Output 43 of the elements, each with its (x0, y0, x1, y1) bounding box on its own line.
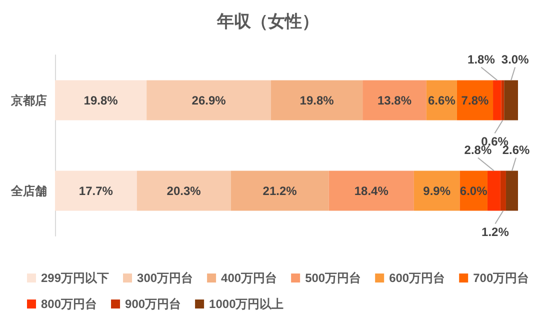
bar (328, 170, 414, 211)
chart-title: 年収（女性） (216, 12, 319, 31)
bar (487, 170, 500, 211)
legend-label: 500万円台 (305, 271, 362, 285)
bar (506, 170, 518, 211)
bar (493, 80, 502, 120)
bar (136, 170, 231, 211)
data-label: 19.8% (300, 93, 334, 108)
data-label: 1.2% (482, 224, 510, 239)
data-label: 18.4% (354, 184, 389, 198)
data-label: 9.9% (423, 184, 451, 198)
bar (55, 80, 147, 120)
bar (501, 80, 504, 120)
data-label: 13.8% (377, 93, 412, 108)
data-label: 17.7% (78, 184, 114, 198)
bar (500, 170, 506, 211)
bar (55, 170, 137, 211)
bar (504, 80, 518, 120)
data-label: 20.3% (166, 184, 202, 198)
bar (230, 170, 329, 211)
bar (362, 80, 426, 120)
legend-label: 299万円以下 (41, 271, 110, 285)
legend-label: 300万円台 (137, 271, 194, 285)
bar (271, 80, 363, 120)
data-label: 3.0% (501, 52, 530, 66)
legend-label: 600万円台 (389, 271, 446, 285)
bar (456, 80, 494, 120)
y-tick-label: 全店舗 (10, 184, 47, 198)
legend-label: 800万円台 (41, 297, 98, 311)
legend-label: 1000万円以上 (209, 297, 284, 311)
data-label: 1.8% (468, 52, 496, 66)
data-label: 26.9% (192, 93, 226, 108)
legend-label: 900万円台 (125, 297, 182, 311)
bar (146, 80, 272, 120)
data-label: 19.8% (84, 93, 118, 108)
y-tick-label: 京都店 (10, 93, 47, 108)
data-label: 21.2% (262, 184, 298, 198)
bar (414, 170, 460, 211)
legend-label: 700万円台 (473, 271, 530, 285)
data-label: 6.6% (428, 93, 456, 108)
data-label: 6.0% (460, 184, 488, 198)
legend-label: 400万円台 (221, 271, 278, 285)
data-label: 7.8% (461, 93, 489, 108)
